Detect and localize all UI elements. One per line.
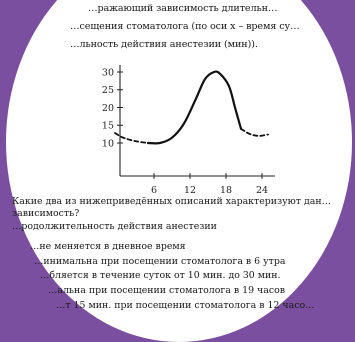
chart-axes bbox=[119, 65, 275, 177]
x-tick-label-18: 18 bbox=[220, 185, 232, 196]
question-line-2: зависимость? bbox=[12, 208, 80, 219]
page-photo-disc bbox=[6, 0, 352, 342]
curve-segment-3-dashed bbox=[240, 127, 269, 137]
header-line-2: …сещения стоматолога (по оси x – время с… bbox=[70, 21, 300, 32]
curve-segment-1-dashed bbox=[114, 132, 149, 144]
y-tick-label-10: 10 bbox=[102, 138, 114, 149]
x-tick-label-6: 6 bbox=[151, 185, 157, 196]
option-3: …бляется в течение суток от 10 мин. до 3… bbox=[40, 270, 281, 281]
option-4: …альна при посещении стоматолога в 19 ча… bbox=[48, 285, 286, 296]
option-1: …не меняется в дневное время bbox=[30, 241, 186, 252]
question-line-1: Какие два из нижеприведённых описаний ха… bbox=[12, 196, 331, 207]
y-tick-label-20: 20 bbox=[102, 103, 114, 114]
curve-segment-2-solid bbox=[146, 70, 243, 145]
chart-curve bbox=[114, 70, 269, 145]
header-line-1: …ражающий зависимость длительн… bbox=[88, 3, 278, 14]
header-line-3: …льность действия анестезии (мин)). bbox=[70, 39, 258, 50]
option-2: …инимальна при посещении стоматолога в 6… bbox=[34, 256, 286, 267]
x-tick-label-24: 24 bbox=[256, 185, 268, 196]
option-5: …т 15 мин. при посещении стоматолога в 1… bbox=[56, 300, 315, 311]
y-tick-label-25: 25 bbox=[102, 85, 114, 96]
chart-ticks: 10 15 20 25 30 6 12 18 24 bbox=[102, 67, 268, 196]
question-line-3: …родолжительность действия анестезии bbox=[12, 221, 217, 232]
y-tick-label-30: 30 bbox=[102, 67, 114, 78]
x-tick-label-12: 12 bbox=[184, 185, 196, 196]
y-tick-label-15: 15 bbox=[102, 121, 114, 132]
